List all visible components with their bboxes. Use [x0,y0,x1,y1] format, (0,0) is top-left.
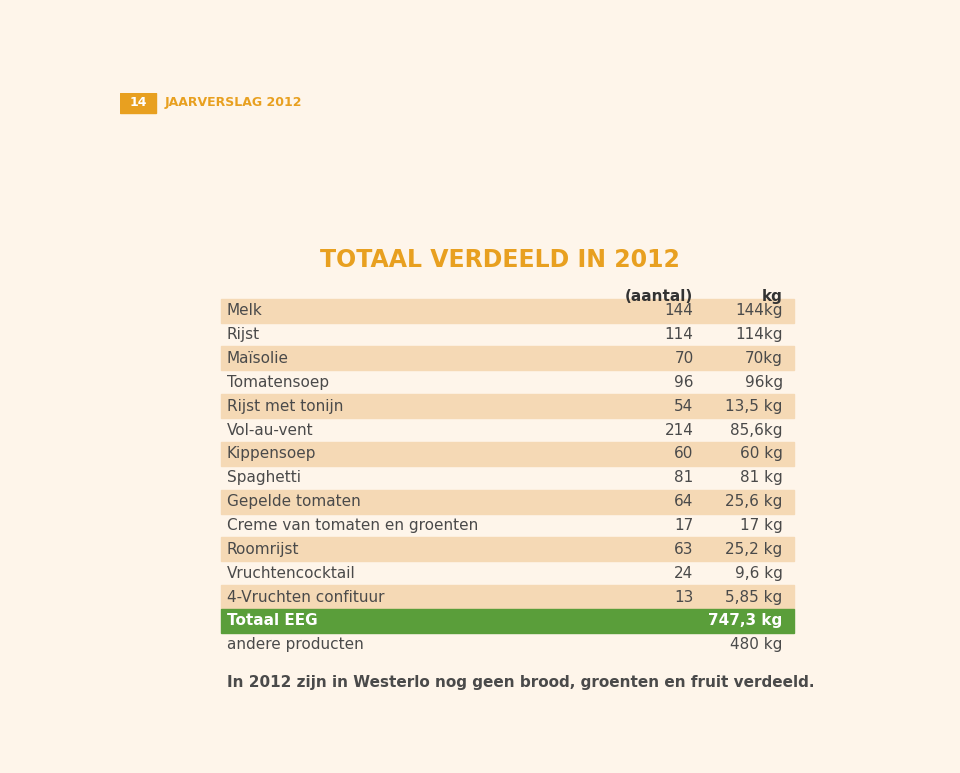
Text: Vol-au-vent: Vol-au-vent [227,423,314,438]
Text: Vruchtencocktail: Vruchtencocktail [227,566,356,581]
Text: Spaghetti: Spaghetti [227,470,300,485]
Text: 63: 63 [674,542,693,557]
Text: 24: 24 [674,566,693,581]
Text: 25,2 kg: 25,2 kg [726,542,782,557]
Text: Totaal EEG: Totaal EEG [227,614,318,628]
Text: 85,6kg: 85,6kg [731,423,782,438]
Text: 144kg: 144kg [735,303,782,318]
Text: Gepelde tomaten: Gepelde tomaten [227,494,361,509]
Text: 60 kg: 60 kg [740,446,782,461]
Text: 14: 14 [129,97,147,109]
Text: 64: 64 [674,494,693,509]
Bar [221,298,794,322]
Text: 96: 96 [674,375,693,390]
Text: 81 kg: 81 kg [740,470,782,485]
Text: 17: 17 [674,518,693,533]
Text: 25,6 kg: 25,6 kg [725,494,782,509]
Text: (aantal): (aantal) [625,289,693,305]
Text: 70kg: 70kg [745,351,782,366]
Text: Kippensoep: Kippensoep [227,446,317,461]
Text: 13,5 kg: 13,5 kg [725,399,782,414]
Text: Rijst: Rijst [227,327,260,342]
Text: 70: 70 [674,351,693,366]
Bar [221,394,794,418]
Bar [221,537,794,561]
Text: 114kg: 114kg [735,327,782,342]
Bar [221,346,794,370]
Text: Rijst met tonijn: Rijst met tonijn [227,399,344,414]
Text: 747,3 kg: 747,3 kg [708,614,782,628]
Text: 5,85 kg: 5,85 kg [726,590,782,604]
Bar [221,609,794,633]
Text: andere producten: andere producten [227,638,364,652]
Bar [221,585,794,609]
Text: Melk: Melk [227,303,263,318]
Text: 96kg: 96kg [745,375,782,390]
Text: 9,6 kg: 9,6 kg [734,566,782,581]
Text: 60: 60 [674,446,693,461]
Text: 480 kg: 480 kg [731,638,782,652]
Text: 214: 214 [664,423,693,438]
Bar [221,442,794,466]
Text: 17 kg: 17 kg [740,518,782,533]
Text: 13: 13 [674,590,693,604]
Text: 54: 54 [674,399,693,414]
Text: 81: 81 [674,470,693,485]
Text: TOTAAL VERDEELD IN 2012: TOTAAL VERDEELD IN 2012 [320,248,680,272]
Bar [120,93,156,113]
Text: Roomrijst: Roomrijst [227,542,300,557]
Text: kg: kg [761,289,782,305]
Bar [221,489,794,513]
Text: Maïsolie: Maïsolie [227,351,289,366]
Text: In 2012 zijn in Westerlo nog geen brood, groenten en fruit verdeeld.: In 2012 zijn in Westerlo nog geen brood,… [227,675,814,690]
Text: Creme van tomaten en groenten: Creme van tomaten en groenten [227,518,478,533]
Text: Tomatensoep: Tomatensoep [227,375,329,390]
Text: JAARVERSLAG 2012: JAARVERSLAG 2012 [165,97,302,109]
Text: 144: 144 [664,303,693,318]
Text: 114: 114 [664,327,693,342]
Text: 4-Vruchten confituur: 4-Vruchten confituur [227,590,384,604]
